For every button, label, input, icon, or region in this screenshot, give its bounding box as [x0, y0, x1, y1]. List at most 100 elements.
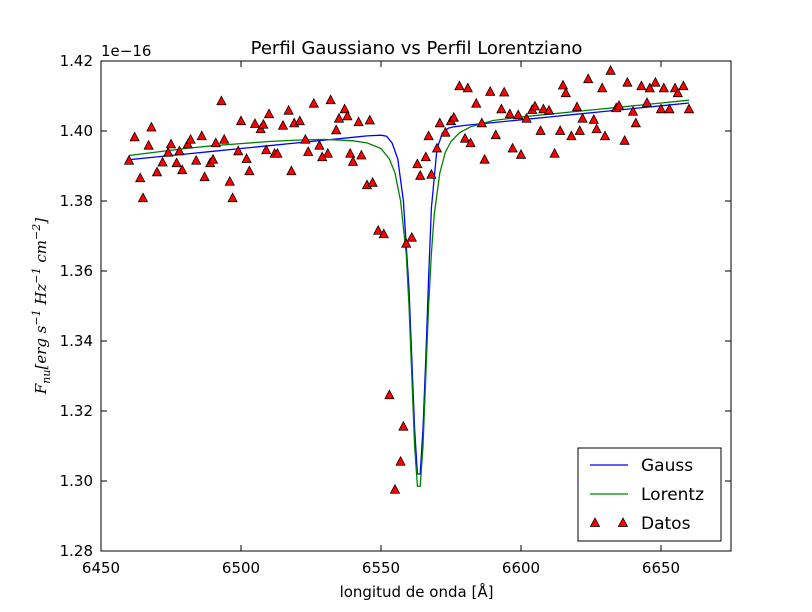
x-tick-label: 6550	[362, 559, 400, 577]
data-point	[356, 149, 367, 160]
legend: Gauss Lorentz Datos	[577, 447, 722, 542]
data-point	[664, 103, 675, 114]
data-point	[241, 153, 252, 163]
data-point	[258, 118, 269, 129]
data-point	[277, 119, 289, 130]
data-point	[571, 101, 583, 112]
data-point	[244, 165, 255, 176]
data-point	[406, 231, 417, 242]
data-point	[641, 97, 653, 107]
data-point	[574, 125, 585, 135]
data-point	[196, 130, 207, 141]
data-point	[583, 73, 594, 84]
data-point	[599, 130, 611, 141]
data-point	[308, 97, 319, 108]
data-point	[345, 147, 356, 158]
data-point	[535, 125, 546, 135]
data-point	[597, 82, 608, 93]
data-point	[555, 125, 566, 135]
y-tick-label: 1.40	[60, 122, 93, 140]
data-point	[347, 155, 359, 166]
data-point	[373, 224, 384, 235]
data-point	[177, 164, 188, 175]
legend-label-lorentz: Lorentz	[641, 485, 704, 505]
y-tick-label: 1.34	[60, 332, 93, 350]
data-point	[678, 80, 689, 91]
data-point	[389, 483, 401, 494]
data-point	[426, 168, 437, 179]
data-point	[171, 157, 182, 168]
data-point	[476, 117, 487, 128]
plot-frame	[100, 60, 732, 552]
data-point	[459, 132, 471, 143]
data-point	[272, 147, 283, 158]
data-point	[636, 80, 647, 91]
data-point	[233, 145, 244, 156]
data-point	[434, 117, 445, 128]
data-point	[294, 115, 305, 126]
data-point	[185, 133, 196, 144]
data-point	[650, 76, 661, 87]
y-axis-label-exp-1: −1	[30, 309, 43, 325]
data-point	[538, 103, 549, 114]
data-point	[431, 142, 443, 153]
data-point	[529, 100, 541, 111]
data-point	[174, 145, 185, 156]
data-point	[462, 82, 473, 93]
legend-label-gauss: Gauss	[641, 456, 693, 476]
data-point	[504, 108, 515, 119]
y-axis-label-exp-3: −2	[30, 224, 43, 240]
data-point	[353, 116, 364, 127]
data-point	[415, 169, 426, 180]
data-point	[216, 95, 227, 106]
data-point	[644, 82, 655, 93]
legend-label-datos: Datos	[641, 514, 691, 534]
data-point	[163, 146, 174, 157]
data-point	[339, 103, 350, 114]
data-point	[499, 86, 510, 97]
y-axis-label-close: ]	[32, 218, 50, 225]
y-axis-label-erg: [erg s	[32, 325, 50, 369]
data-point	[521, 112, 532, 123]
data-point	[325, 94, 336, 105]
data-point	[465, 137, 476, 148]
data-point	[454, 80, 465, 91]
data-point	[658, 82, 669, 93]
data-point	[333, 112, 345, 123]
data-point	[549, 147, 560, 158]
data-point	[151, 166, 163, 177]
data-point	[314, 139, 325, 150]
data-point	[613, 99, 625, 110]
data-point	[401, 237, 412, 248]
data-point	[627, 105, 639, 116]
data-point	[157, 156, 168, 167]
y-axis-label: Fnu[erg s−1 Hz−1 cm−2]	[30, 218, 53, 395]
data-point	[440, 126, 451, 137]
data-point	[672, 87, 683, 98]
data-point	[300, 133, 311, 144]
data-point	[123, 154, 135, 165]
data-point	[557, 79, 569, 90]
x-tick-label: 6600	[502, 559, 540, 577]
data-point	[630, 117, 641, 128]
data-point	[515, 148, 527, 159]
y-tick-label: 1.32	[60, 402, 93, 420]
data-point	[655, 103, 667, 114]
y-axis-label-cm: cm	[32, 240, 50, 267]
data-point	[588, 113, 599, 124]
data-point	[303, 146, 314, 156]
y-axis-label-subscript: nu	[40, 370, 53, 384]
axis-ticks: 6450 6500 6550 6600 6650 1.28 1.30 1.32 1.34 1.36…	[60, 52, 731, 577]
data-point	[683, 103, 695, 114]
y-offset-text: 1e−16	[101, 42, 151, 60]
data-point	[577, 112, 588, 123]
data-point	[619, 134, 630, 145]
data-point	[543, 104, 555, 115]
data-point	[146, 121, 157, 132]
y-tick-label: 1.38	[60, 192, 93, 210]
data-point	[412, 158, 423, 169]
data-point	[143, 139, 154, 150]
data-point	[591, 123, 602, 134]
data-point	[560, 87, 571, 98]
